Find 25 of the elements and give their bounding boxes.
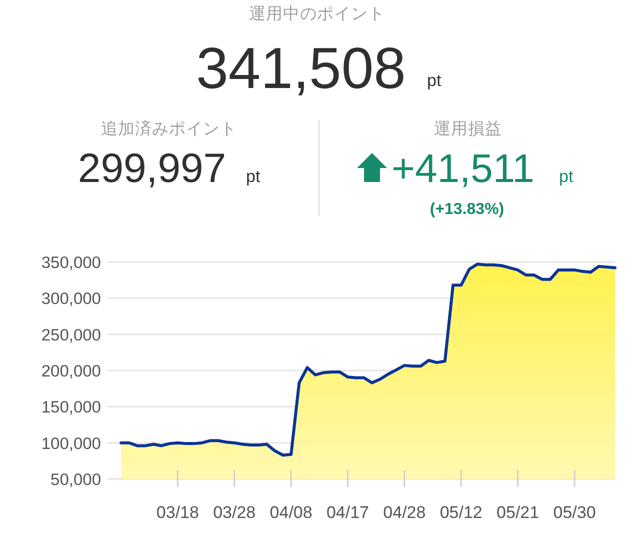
y-tick-label: 350,000 [41,254,101,272]
text: (+13.83%) [430,201,504,218]
y-tick-label: 250,000 [41,326,101,344]
x-tick-label: 03/18 [156,503,199,522]
text: +41,511 [392,147,534,191]
x-tick-label: 05/12 [440,503,482,522]
x-tick-label: 03/28 [213,503,256,522]
text: 341,508 [196,36,406,101]
text: pt [427,71,442,90]
y-tick-label: 200,000 [41,362,101,380]
x-tick-label: 04/08 [270,503,312,522]
x-tick-label: 04/28 [383,503,426,522]
y-tick-label: 100,000 [41,434,101,453]
x-tick-label: 05/30 [553,503,596,522]
text: pt [559,167,574,186]
text: 運用中のポイント [249,5,385,23]
text: pt [246,167,260,186]
x-tick-label: 05/21 [496,503,540,522]
y-tick-label: 150,000 [41,398,101,417]
x-tick-label: 04/17 [326,503,370,522]
text: 運用損益 [434,120,502,138]
text: 追加済みポイント [101,119,237,138]
y-tick-label: 300,000 [41,290,101,308]
text: 299,997 [78,145,226,191]
y-tick-label: 50,000 [50,471,101,489]
